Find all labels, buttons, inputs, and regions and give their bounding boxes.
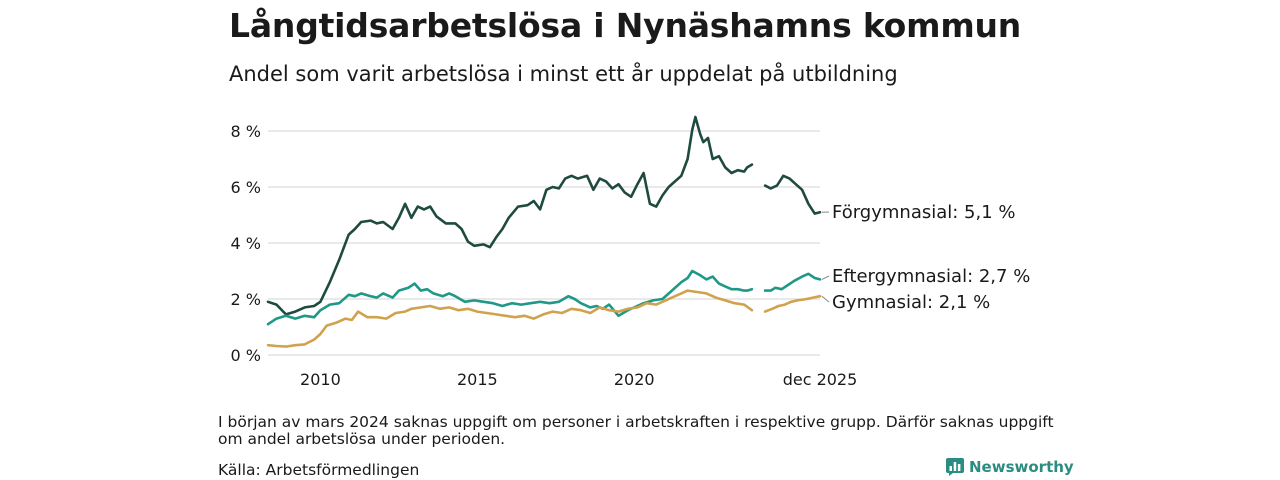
brand-logo[interactable]: Newsworthy xyxy=(946,458,1074,476)
newsworthy-logo-icon xyxy=(946,458,964,476)
footnote: I början av mars 2024 saknas uppgift om … xyxy=(218,413,1054,448)
series-label-leader xyxy=(821,275,830,280)
y-tick-label: 8 % xyxy=(231,122,261,141)
series-end-label-gymnasial: Gymnasial: 2,1 % xyxy=(832,292,990,313)
line-chart: 0 % 2 % 4 % 6 % 8 % 2010 2015 2020 dec 2025 Förgy… xyxy=(231,115,1030,389)
y-tick-label: 0 % xyxy=(231,346,261,365)
series-line-eftergymnasial xyxy=(266,269,754,326)
source-text: Källa: Arbetsförmedlingen xyxy=(218,461,420,479)
series-line-förgymnasial xyxy=(763,174,822,215)
series-label-leader xyxy=(821,295,830,303)
series-line-förgymnasial xyxy=(266,115,754,316)
chart-title: Långtidsarbetslösa i Nynäshamns kommun xyxy=(229,6,1022,45)
series-line-eftergymnasial xyxy=(763,272,822,292)
y-tick-label: 2 % xyxy=(231,290,261,309)
brand-name: Newsworthy xyxy=(969,458,1074,476)
x-tick-label: 2020 xyxy=(614,370,655,389)
series-line-gymnasial xyxy=(763,294,822,313)
x-tick-label: dec 2025 xyxy=(783,370,858,389)
series-end-label-förgymnasial: Förgymnasial: 5,1 % xyxy=(832,202,1016,223)
x-tick-label: 2010 xyxy=(300,370,341,389)
x-tick-label: 2015 xyxy=(457,370,498,389)
series-end-label-eftergymnasial: Eftergymnasial: 2,7 % xyxy=(832,266,1030,287)
y-tick-label: 4 % xyxy=(231,234,261,253)
y-tick-label: 6 % xyxy=(231,178,261,197)
series-line-gymnasial xyxy=(266,289,754,348)
chart-subtitle: Andel som varit arbetslösa i minst ett å… xyxy=(229,62,898,86)
